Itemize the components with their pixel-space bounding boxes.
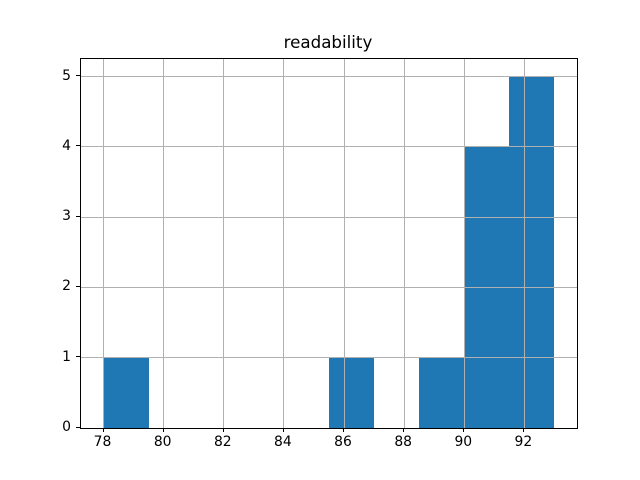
gridline-vertical [523, 59, 525, 428]
y-tick-mark [76, 285, 80, 287]
x-tick-mark [282, 428, 284, 432]
gridline-horizontal [81, 216, 577, 218]
gridline-vertical [103, 59, 104, 428]
chart-title: readability [283, 32, 373, 52]
x-tick-mark [162, 428, 164, 432]
x-tick-label: 84 [274, 434, 292, 450]
x-tick-label: 88 [394, 434, 413, 450]
gridline-horizontal [81, 146, 577, 148]
y-tick-mark [76, 215, 80, 217]
gridline-vertical [343, 59, 345, 428]
gridline-vertical [163, 59, 165, 428]
gridline-vertical [223, 59, 225, 428]
y-tick-label: 4 [62, 137, 71, 154]
x-tick-mark [222, 428, 224, 432]
x-tick-mark [523, 428, 525, 432]
y-tick-label: 1 [62, 348, 71, 365]
x-tick-label: 92 [514, 434, 533, 450]
y-tick-label: 5 [62, 67, 71, 84]
histogram-bar [509, 76, 555, 428]
y-tick-label: 2 [62, 278, 71, 295]
y-tick-mark [76, 426, 80, 428]
y-tick-label: 0 [62, 419, 71, 435]
histogram-bar [329, 357, 375, 428]
y-tick-mark [76, 356, 80, 358]
gridline-vertical [463, 59, 465, 428]
x-tick-mark [343, 428, 344, 432]
x-tick-label: 78 [93, 434, 112, 450]
y-tick-mark [76, 75, 80, 77]
plot-area [80, 58, 578, 429]
gridline-horizontal [81, 76, 577, 78]
x-tick-label: 90 [454, 434, 473, 450]
y-tick-mark [76, 145, 80, 147]
x-tick-mark [463, 428, 465, 432]
histogram-bar [419, 357, 465, 428]
gridline-horizontal [81, 357, 577, 359]
x-tick-label: 80 [153, 434, 172, 450]
histogram-bar [103, 357, 149, 428]
x-tick-label: 86 [334, 434, 352, 450]
gridline-horizontal [81, 286, 577, 288]
x-tick-mark [102, 428, 104, 432]
gridline-vertical [403, 59, 405, 428]
gridline-vertical [283, 59, 285, 428]
x-tick-mark [403, 428, 405, 432]
y-tick-label: 3 [62, 208, 71, 225]
x-tick-label: 82 [213, 434, 232, 450]
